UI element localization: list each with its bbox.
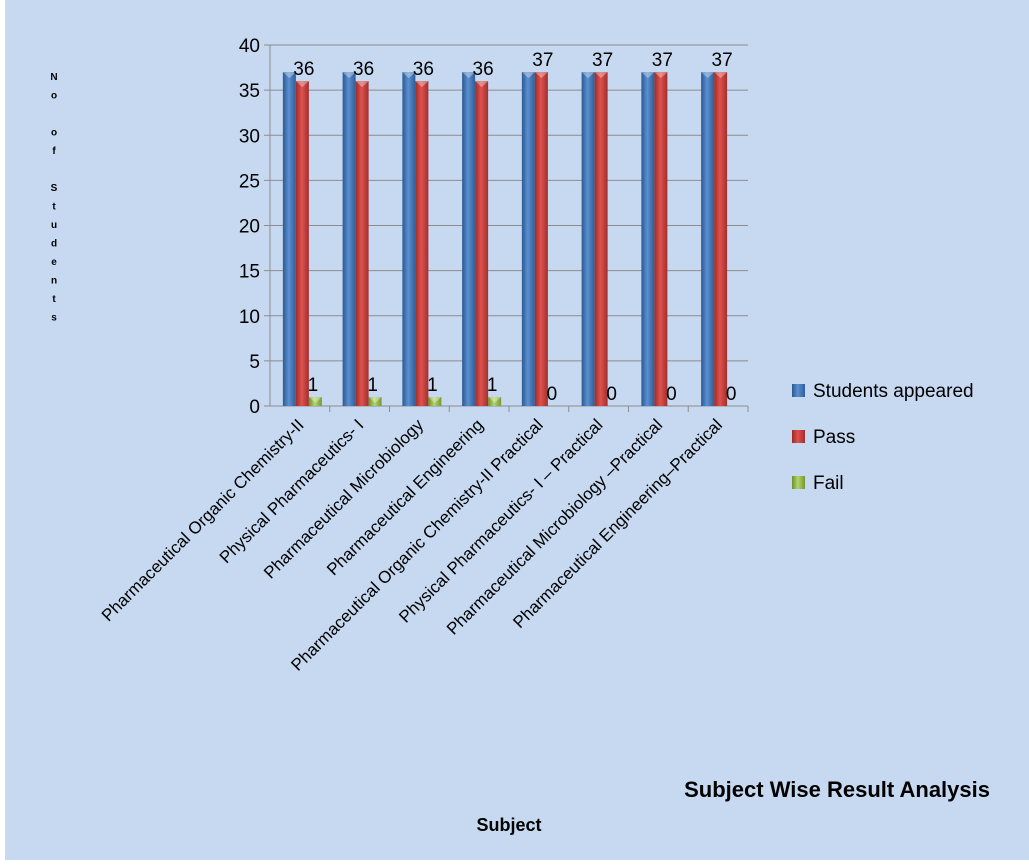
legend-swatch [792,384,805,397]
y-axis-label-char: t [52,202,56,213]
category-label: Pharmaceutical Organic Chemistry-II [98,415,308,625]
bar-pass [714,72,728,406]
bar-students-appeared [521,72,535,406]
data-label-fail: 1 [427,375,438,396]
category-label: Pharmaceutical Engineering–Practical [509,415,726,632]
data-label-pass: 36 [353,59,374,80]
legend-label: Students appeared [813,381,974,402]
bar-students-appeared [402,72,416,406]
y-axis-label-char: S [51,183,58,194]
legend-swatch [792,430,805,443]
bar-fail [368,396,382,406]
bar-pass [594,72,608,406]
data-label-pass: 37 [652,50,673,71]
data-label-fail: 0 [547,384,558,405]
data-label-fail: 1 [487,375,498,396]
data-label-pass: 36 [473,59,494,80]
y-tick-label: 30 [239,126,260,147]
y-axis-label-char: d [51,239,57,250]
data-label-fail: 0 [726,384,737,405]
y-tick-label: 35 [239,81,260,102]
legend-item: Fail [792,473,844,494]
legend-item: Pass [792,427,855,448]
y-axis-label-char: u [51,220,57,231]
category-label: Pharmaceutical Microbiology –Practical [443,415,666,638]
bars [282,72,728,406]
legend: Students appeared Pass Fail [792,381,974,494]
bar-students-appeared [282,72,296,406]
data-label-fail: 1 [367,375,378,396]
data-label-pass: 36 [413,59,434,80]
bar-students-appeared [342,72,356,406]
chart-panel [5,0,1029,860]
category-labels: Pharmaceutical Organic Chemistry-IIPhysi… [98,415,726,675]
legend-label: Pass [813,427,855,448]
chart-title: Subject Wise Result Analysis [684,777,990,802]
legend-label: Fail [813,473,844,494]
gridlines [270,44,748,362]
y-axis-label-char: f [52,146,56,157]
data-label-pass: 37 [532,50,553,71]
bar-pass [295,81,309,406]
y-tick-label: 15 [239,262,260,283]
data-label-fail: 1 [308,375,319,396]
data-label-pass: 37 [712,50,733,71]
y-tick-label: 5 [249,352,260,373]
data-label-fail: 0 [606,384,617,405]
y-axis-label-char: s [51,313,57,324]
bar-fail [428,396,442,406]
bar-pass [654,72,668,406]
y-axis-label-char: t [52,294,56,305]
bar-pass [355,81,369,406]
y-tick-label: 10 [239,307,260,328]
bar-students-appeared [462,72,476,406]
panel-edge [0,0,5,865]
y-axis-label-char: o [51,91,57,102]
y-axis-label-char: N [50,72,57,83]
bar-fail [308,396,322,406]
y-tick-label: 0 [249,397,260,418]
bar-pass [534,72,548,406]
data-label-fail: 0 [666,384,677,405]
data-labels: 36 1 36 1 36 1 36 1 37 0 37 0 37 0 37 0 [293,50,736,405]
bar-students-appeared [701,72,715,406]
x-axis-label: Subject [476,815,541,835]
y-axis-label-char: e [51,257,57,268]
y-tick-label: 20 [239,217,260,238]
bar-fail [488,396,502,406]
bar-pass [415,81,429,406]
legend-item: Students appeared [792,381,974,402]
y-tick-label: 25 [239,171,260,192]
legend-swatch [792,476,805,489]
y-axis-label-char: o [51,128,57,139]
data-label-pass: 37 [592,50,613,71]
bar-pass [475,81,489,406]
bar-students-appeared [641,72,655,406]
data-label-pass: 36 [293,59,314,80]
y-axis-label-char: n [51,276,57,287]
bar-students-appeared [581,72,595,406]
y-tick-label: 40 [239,36,260,57]
